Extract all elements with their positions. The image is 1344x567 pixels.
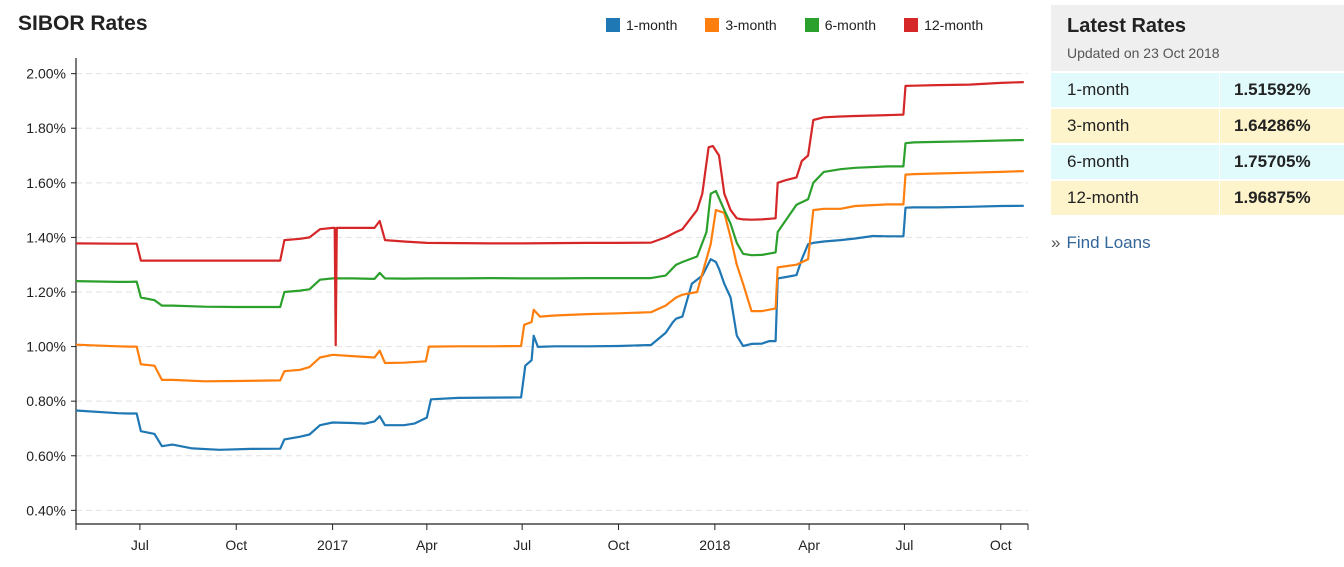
y-tick-label: 1.20% xyxy=(26,284,66,300)
legend-swatch xyxy=(705,18,720,32)
rate-row-1-month: 1-month 1.51592% xyxy=(1051,73,1344,107)
rate-name: 12-month xyxy=(1067,188,1139,207)
legend-label: 12-month xyxy=(924,17,984,33)
legend-item-3-month[interactable]: 3-month xyxy=(705,17,777,33)
legend-label: 6-month xyxy=(824,17,877,33)
legend-swatch xyxy=(904,18,919,32)
x-tick-label: 2017 xyxy=(317,537,348,553)
y-tick-label: 1.40% xyxy=(26,229,66,245)
rate-name: 1-month xyxy=(1067,80,1130,99)
x-tick-label: Jul xyxy=(513,537,531,553)
y-tick-label: 1.00% xyxy=(26,339,66,355)
rate-row-6-month: 6-month 1.75705% xyxy=(1051,145,1344,179)
latest-rates-panel: Latest Rates Updated on 23 Oct 2018 1-mo… xyxy=(1051,5,1344,253)
rate-name: 6-month xyxy=(1067,152,1130,171)
y-tick-label: 1.60% xyxy=(26,175,66,191)
x-tick-label: Jul xyxy=(895,537,913,553)
x-tick-label: Oct xyxy=(608,537,630,553)
rate-value: 1.96875% xyxy=(1219,181,1344,215)
series-line-1-month xyxy=(75,204,1024,451)
chart-title: SIBOR Rates xyxy=(18,12,148,35)
raquo-icon: » xyxy=(1051,233,1061,252)
series-line-6-month xyxy=(75,138,1024,309)
rate-value: 1.64286% xyxy=(1219,109,1344,143)
panel-header: Latest Rates Updated on 23 Oct 2018 xyxy=(1051,5,1344,71)
y-tick-label: 2.00% xyxy=(26,66,66,82)
rate-value: 1.51592% xyxy=(1219,73,1344,107)
legend-label: 1-month xyxy=(626,17,678,33)
x-tick-label: Apr xyxy=(798,537,820,553)
x-tick-label: 2018 xyxy=(699,537,730,553)
legend-label: 3-month xyxy=(725,17,777,33)
rate-row-12-month: 12-month 1.96875% xyxy=(1051,181,1344,215)
y-tick-label: 0.40% xyxy=(26,502,66,518)
y-tick-label: 1.80% xyxy=(26,120,66,136)
x-tick-label: Jul xyxy=(131,537,149,553)
legend-item-1-month[interactable]: 1-month xyxy=(606,17,677,33)
find-loans-link[interactable]: » Find Loans xyxy=(1051,233,1344,253)
x-tick-label: Oct xyxy=(990,537,1012,553)
legend-item-6-month[interactable]: 6-month xyxy=(804,17,877,33)
updated-date: Updated on 23 Oct 2018 xyxy=(1067,45,1220,61)
y-tick-label: 0.60% xyxy=(26,448,66,464)
rate-row-3-month: 3-month 1.64286% xyxy=(1051,109,1344,143)
x-tick-label: Oct xyxy=(225,537,247,553)
series-line-12-month xyxy=(75,81,1024,347)
chart-legend: 1-month 3-month 6-month 12-month xyxy=(606,17,1011,33)
y-tick-label: 0.80% xyxy=(26,393,66,409)
series-line-3-month xyxy=(75,170,1024,383)
line-chart: 0.40% 0.60% 0.80% 1.00% 1.20% 1.40% 1.60% 1.80%… xyxy=(26,58,1029,553)
find-loans-label: Find Loans xyxy=(1066,233,1151,252)
x-tick-label: Apr xyxy=(416,537,438,553)
legend-item-12-month[interactable]: 12-month xyxy=(904,17,983,33)
rate-value: 1.75705% xyxy=(1219,145,1344,179)
legend-swatch xyxy=(804,18,819,32)
rate-name: 3-month xyxy=(1067,116,1130,135)
panel-title: Latest Rates xyxy=(1067,15,1186,37)
legend-swatch xyxy=(606,18,620,32)
